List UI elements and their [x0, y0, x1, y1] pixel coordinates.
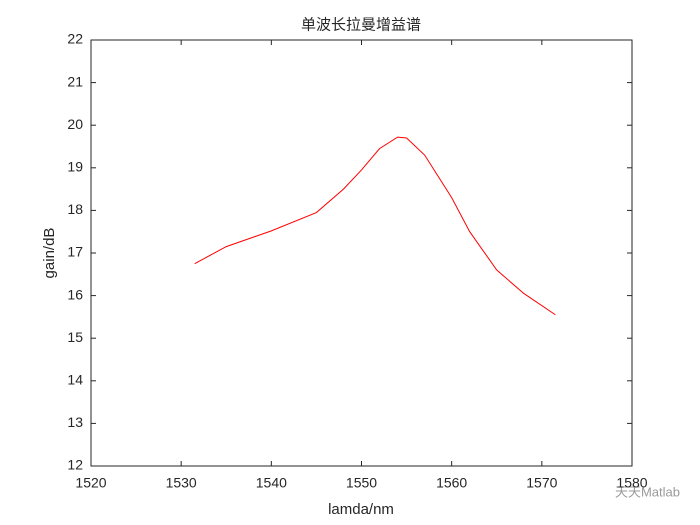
x-tick-label: 1550 [346, 475, 377, 491]
y-tick-label: 22 [67, 31, 83, 47]
y-tick-label: 18 [67, 201, 83, 217]
x-tick-label: 1530 [166, 475, 197, 491]
y-tick-label: 21 [67, 73, 83, 89]
y-tick-label: 12 [67, 457, 83, 473]
line-series [194, 136, 556, 316]
y-tick-label: 15 [67, 329, 83, 345]
x-tick-label: 1520 [75, 475, 106, 491]
y-axis-label: gain/dB [41, 228, 58, 279]
y-tick-label: 17 [67, 244, 83, 260]
x-axis-label: lamda/nm [328, 501, 394, 518]
y-tick-label: 16 [67, 286, 83, 302]
x-tick-label: 1570 [526, 475, 557, 491]
y-tick-label: 19 [67, 159, 83, 175]
y-tick-label: 13 [67, 414, 83, 430]
chart-title: 单波长拉曼增益谱 [301, 16, 421, 34]
x-tick-label: 1580 [616, 475, 647, 491]
y-tick-label: 20 [67, 116, 83, 132]
watermark: 天天Matlab [615, 484, 680, 499]
y-tick-label: 14 [67, 372, 83, 388]
x-tick-label: 1540 [256, 475, 287, 491]
x-tick-label: 1560 [436, 475, 467, 491]
